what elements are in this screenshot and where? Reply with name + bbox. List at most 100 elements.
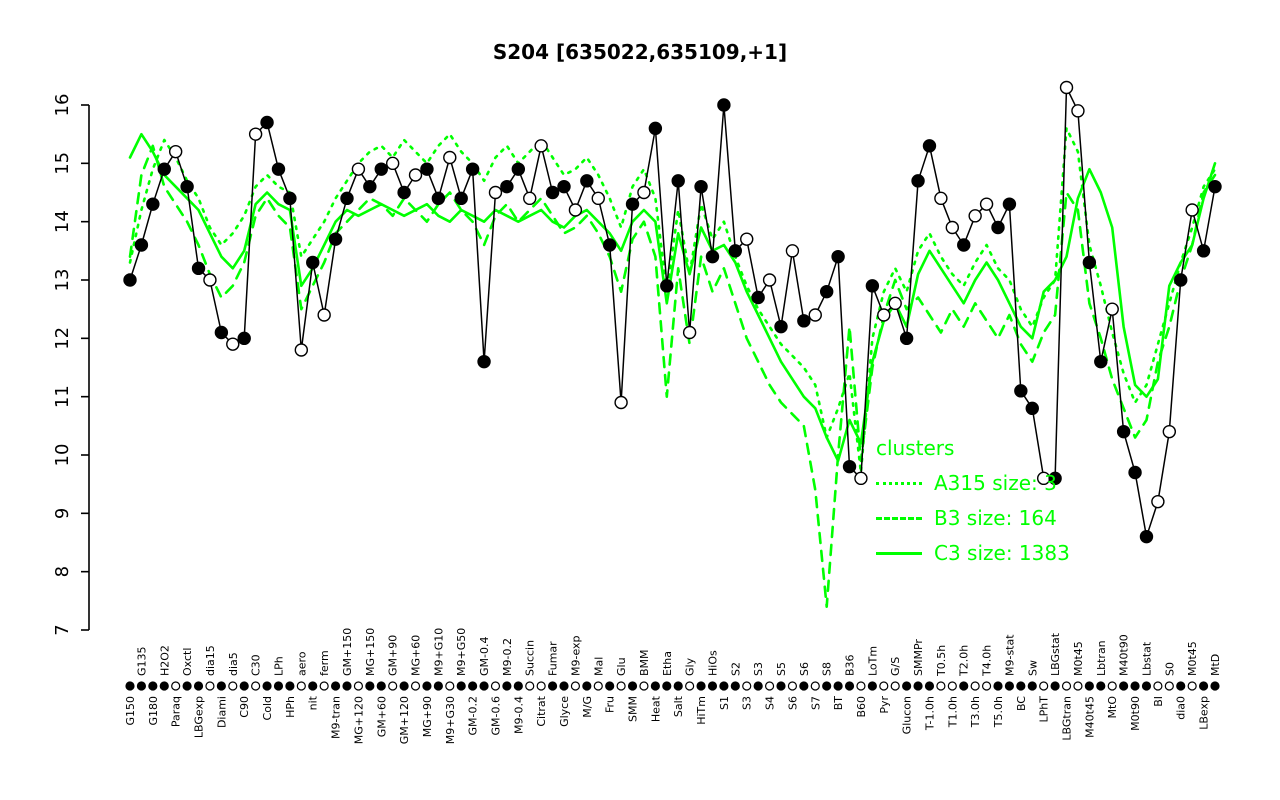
x-tick-label: M0t90 xyxy=(1129,696,1142,731)
condition-dot xyxy=(947,681,957,691)
condition-dot xyxy=(639,681,649,691)
data-point-filled xyxy=(728,244,743,258)
data-point-filled xyxy=(557,179,571,194)
data-point-filled xyxy=(1208,179,1222,194)
data-point-open xyxy=(614,395,628,410)
condition-dot xyxy=(479,681,489,691)
condition-dot xyxy=(159,681,169,691)
condition-dot xyxy=(844,681,855,691)
condition-dot xyxy=(330,681,341,691)
condition-dot xyxy=(216,681,226,691)
condition-dot xyxy=(1119,681,1129,691)
x-tick-label: S3 xyxy=(741,696,754,710)
x-tick-label: HiOs xyxy=(706,650,719,676)
condition-dot xyxy=(902,681,912,691)
condition-dot xyxy=(148,681,158,691)
x-tick-label: Gly xyxy=(684,657,697,676)
data-point-filled xyxy=(717,98,731,112)
dotted-line-sample-icon xyxy=(876,481,922,485)
x-tick-label: B36 xyxy=(844,654,857,676)
condition-dot xyxy=(353,681,364,691)
x-tick-label: ferm xyxy=(318,650,331,676)
condition-dot xyxy=(125,681,135,691)
data-point-open xyxy=(1059,80,1074,95)
data-point-filled xyxy=(991,220,1005,235)
data-point-open xyxy=(226,337,240,351)
x-tick-label: LoTm xyxy=(866,646,879,676)
legend-entry-a: A315 size: 3 xyxy=(876,472,1070,494)
y-tick-label: 10 xyxy=(52,444,73,467)
data-point-filled xyxy=(1014,384,1028,398)
condition-dot xyxy=(924,681,935,691)
x-tick-label: Pyr xyxy=(878,696,891,714)
x-tick-label: MG+90 xyxy=(421,696,434,737)
data-point-filled xyxy=(705,249,720,264)
cluster-line-solid xyxy=(128,132,1217,463)
x-tick-label: SMMPr xyxy=(912,639,925,676)
chart-title: S204 [635022,635109,+1] xyxy=(492,40,788,64)
condition-dot xyxy=(890,681,900,691)
data-point-filled xyxy=(180,179,194,194)
data-point-filled xyxy=(260,115,274,130)
data-point-filled xyxy=(191,261,206,276)
condition-dot xyxy=(513,681,523,691)
x-tick-label: T0.5h xyxy=(935,645,948,677)
x-tick-label: M40t90 xyxy=(1118,634,1131,676)
condition-dot xyxy=(1027,681,1037,691)
x-tick-label: Mal xyxy=(592,657,605,676)
x-tick-label: H2O2 xyxy=(158,645,171,676)
condition-dot xyxy=(959,681,969,691)
condition-dot xyxy=(445,681,455,691)
data-point-filled xyxy=(1094,354,1108,369)
data-point-open xyxy=(203,273,217,287)
data-point-filled xyxy=(625,197,640,211)
x-tick-label: MtO xyxy=(1106,696,1119,719)
condition-dot xyxy=(285,681,295,691)
x-tick-label: LBGstat xyxy=(1049,632,1062,676)
data-point-filled xyxy=(511,162,526,176)
data-point-open xyxy=(945,220,960,235)
condition-dot xyxy=(1130,681,1140,691)
x-tick-label: M0t45 xyxy=(1072,641,1085,676)
data-point-filled xyxy=(1116,424,1131,439)
x-tick-label: Glyce xyxy=(558,696,571,727)
condition-dot xyxy=(376,681,386,691)
condition-dot xyxy=(490,681,501,691)
data-point-open xyxy=(534,139,548,153)
x-tick-label: GM+150 xyxy=(341,628,354,676)
data-point-filled xyxy=(134,238,149,252)
x-tick-label: BMM xyxy=(638,649,651,676)
y-tick-label: 7 xyxy=(52,624,73,635)
x-tick-label: GM-0.2 xyxy=(467,696,480,735)
data-point-open xyxy=(1071,104,1085,118)
data-point-filled xyxy=(214,325,229,340)
y-axis: 7 8 9 10 11 12 13 14 15 16 xyxy=(52,94,90,636)
x-tick-label: M9-tran xyxy=(330,696,343,739)
condition-dot xyxy=(388,681,398,691)
x-tick-label: nit xyxy=(307,695,320,710)
condition-dot xyxy=(913,681,923,691)
condition-dot xyxy=(799,681,809,691)
condition-dot xyxy=(867,681,877,691)
x-tick-label: G/S xyxy=(889,657,902,676)
condition-dot xyxy=(171,681,181,691)
x-tick-label: M9+G30 xyxy=(444,696,457,744)
data-point-filled xyxy=(1025,401,1039,416)
x-tick-label: Succin xyxy=(524,640,537,676)
data-point-filled xyxy=(397,185,411,200)
condition-dot xyxy=(856,681,866,691)
x-tick-label: G180 xyxy=(147,696,160,726)
data-point-filled xyxy=(1002,197,1017,211)
condition-dot xyxy=(365,681,375,691)
data-point-filled xyxy=(271,162,286,176)
condition-dot xyxy=(228,681,238,691)
y-tick-label: 15 xyxy=(52,152,73,175)
x-tick-label: aero xyxy=(295,651,308,676)
x-tick-label: MG+60 xyxy=(410,635,423,676)
condition-dot xyxy=(673,681,683,691)
data-point-filled xyxy=(157,162,171,176)
y-tick-label: 16 xyxy=(52,94,73,117)
condition-dot xyxy=(296,681,306,691)
data-point-filled xyxy=(842,459,857,474)
data-point-open xyxy=(385,156,400,171)
